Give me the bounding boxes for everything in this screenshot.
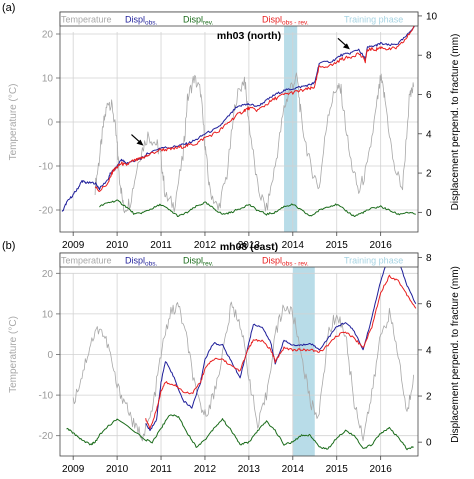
annotation-arrow-head [136,139,144,146]
left-axis-label: Temperature (°C) [8,84,19,161]
legend-label-1: Displobs. [125,15,157,27]
legend-label-3: Displobs - rev. [262,256,309,268]
series-line-displ-obs-rev- [94,23,417,193]
x-tick-label: 2011 [150,464,172,475]
x-tick-label: 2009 [62,240,85,251]
x-tick-label: 2010 [106,240,129,251]
left-tick-label: -20 [39,206,54,217]
right-tick-label: 4 [426,129,432,140]
legend-label-4: Training phase [344,15,403,25]
legend-label-3: Displobs - rev. [262,15,309,27]
right-tick-label: 6 [426,90,432,101]
right-tick-label: 10 [426,11,438,22]
x-tick-label: 2015 [326,240,349,251]
x-tick-label: 2015 [326,464,349,475]
right-tick-label: 6 [426,299,432,310]
x-tick-label: 2016 [370,240,393,251]
panel-title: mh03 (north) [217,30,281,42]
x-tick-label: 2016 [370,464,393,475]
legend-label-4: Training phase [344,256,403,266]
panel-title: mh08 (east) [220,241,278,253]
x-tick-label: 2014 [282,464,305,475]
series-line-temperature [94,72,414,214]
x-tick-label: 2014 [282,240,305,251]
x-tick-label: 2012 [194,464,217,475]
x-tick-label: 2009 [62,464,85,475]
right-tick-label: 2 [426,169,432,180]
x-tick-label: 2011 [150,240,172,251]
left-tick-label: -10 [39,162,54,173]
legend-label-0: Temperature [61,256,112,266]
panel-label: (a) [2,2,15,14]
legend-label-2: Displrev. [183,15,214,27]
right-tick-label: 0 [426,438,432,449]
left-tick-label: -10 [39,391,54,402]
x-tick-label: 2013 [238,240,261,251]
annotation-arrow-head [342,43,350,50]
left-tick-label: 20 [42,30,54,41]
left-tick-label: 0 [47,350,53,361]
right-tick-label: 4 [426,345,432,356]
legend-box [59,11,419,27]
x-tick-label: 2010 [106,464,129,475]
legend-box [59,252,419,268]
left-tick-label: 10 [42,309,54,320]
x-tick-label: 2013 [238,464,261,475]
legend-label-1: Displobs. [125,256,157,268]
right-tick-label: 8 [426,51,432,62]
right-axis-label: Displacement perpend. to fracture (mm) [450,266,461,443]
series-line-displ-rev- [99,199,416,217]
series-line-temperature [72,301,414,442]
left-axis-label: Temperature (°C) [8,316,19,393]
right-axis-label: Displacement perpend. to fracture (mm) [450,34,461,211]
series-line-displ-obs- [145,254,417,432]
left-tick-label: -20 [39,431,54,442]
left-tick-label: 0 [47,118,53,129]
right-tick-label: 8 [426,253,432,264]
right-tick-label: 2 [426,392,432,403]
left-tick-label: 20 [42,269,54,280]
series-line-displ-obs-rev- [145,274,417,429]
panel-label: (b) [2,240,15,252]
right-tick-label: 0 [426,208,432,219]
series-line-displ-obs- [61,23,417,212]
left-tick-label: 10 [42,74,54,85]
series-line-displ-rev- [66,414,414,451]
legend-label-2: Displrev. [183,256,214,268]
x-tick-label: 2012 [194,240,217,251]
legend-label-0: Temperature [61,15,112,25]
